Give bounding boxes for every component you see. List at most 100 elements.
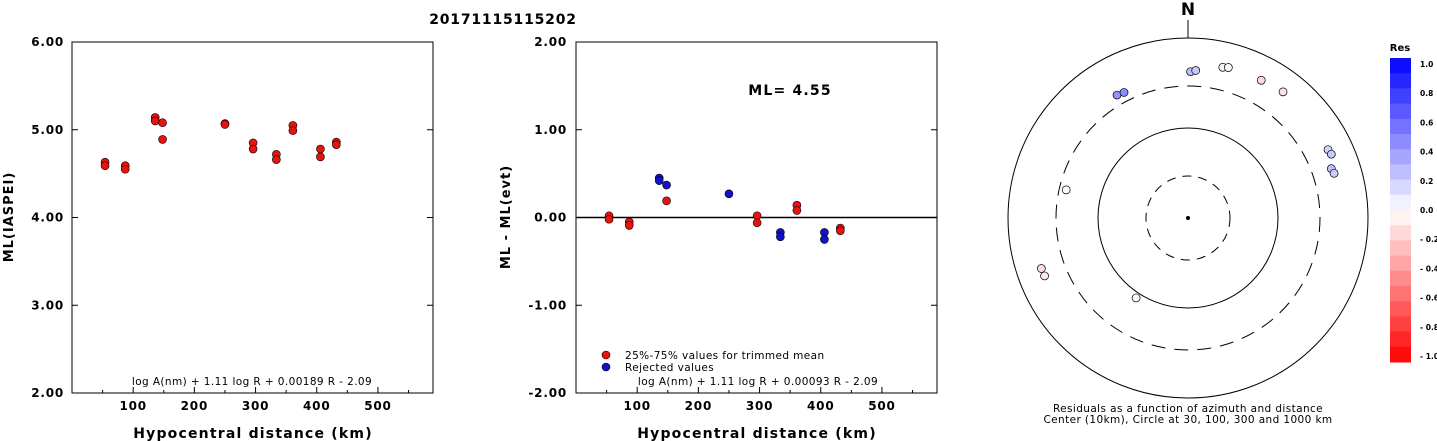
center-point — [1186, 216, 1190, 220]
colorbar-swatch — [1390, 225, 1411, 241]
colorbar-swatch — [1390, 103, 1411, 120]
axes: 100 200 300 400 500 -2.00 -1.00 0.00 1.00 2.00 — [528, 35, 937, 413]
x-tick-label: 100 — [623, 399, 650, 413]
colorbar-swatch — [1390, 73, 1411, 89]
plot-frame — [71, 41, 434, 394]
legend-marker-rejected — [601, 362, 611, 372]
colorbar-label: 0.2 — [1420, 177, 1433, 186]
y-axis-label: ML - ML(evt) — [499, 165, 514, 269]
station-point — [1061, 185, 1071, 195]
colorbar-labels: 1.0 0.8 0.6 0.4 0.2 0.0 - 0.2 - 0.4 - 0.6 - 0.8 - … — [1420, 60, 1437, 361]
data-point — [220, 120, 230, 129]
caption-line-2: Center (10km), Circle at 30, 100, 300 an… — [1043, 414, 1332, 426]
y-tick-label: 2.00 — [534, 35, 567, 49]
station-point — [1040, 271, 1049, 281]
data-point — [288, 126, 298, 135]
colorbar-swatch — [1390, 164, 1411, 181]
data-point — [272, 155, 281, 164]
colorbar-swatch — [1390, 346, 1411, 363]
ring-30km — [1145, 175, 1231, 261]
data-point — [150, 116, 160, 126]
figure-title: 20171115115202 — [429, 12, 577, 28]
y-axis-label: ML(IASPEI) — [2, 172, 17, 263]
colorbar-swatch — [1390, 134, 1411, 150]
colorbar-swatch — [1390, 240, 1411, 257]
colorbar-swatch — [1390, 286, 1411, 302]
data-point — [654, 176, 664, 185]
x-tick-label: 400 — [807, 399, 834, 413]
colorbar-label: - 0.8 — [1420, 323, 1437, 332]
y-tick-label: 2.00 — [31, 386, 64, 400]
colorbar-label: - 1.0 — [1420, 352, 1437, 361]
x-axis-label: Hypocentral distance (km) — [133, 426, 373, 441]
data-point — [120, 164, 130, 174]
colorbar-label: - 0.2 — [1420, 235, 1437, 244]
y-tick-label: 5.00 — [31, 123, 64, 137]
y-tick-label: 4.00 — [31, 211, 64, 225]
station-point — [1191, 66, 1201, 75]
data-point — [776, 232, 785, 242]
station-point — [1119, 88, 1129, 97]
azimuth-residual-panel: N Residuals as a function of azimuth and… — [1007, 0, 1369, 426]
x-tick-label: 100 — [119, 399, 146, 413]
colorbar-swatch — [1390, 210, 1411, 226]
data-point — [624, 221, 634, 230]
colorbar-swatches — [1390, 58, 1411, 363]
y-tick-label: -1.00 — [528, 298, 567, 312]
data-point — [158, 118, 167, 128]
x-tick-label: 200 — [181, 399, 208, 413]
station-point — [1223, 63, 1233, 72]
colorbar-label: 0.0 — [1420, 206, 1433, 215]
magnitude-distance-panel: 100 200 300 400 500 2.00 3.00 4.00 5.00 6.00 Hypo… — [2, 35, 434, 441]
colorbar-swatch — [1390, 149, 1411, 165]
x-tick-label: 300 — [242, 399, 269, 413]
station-point — [1256, 75, 1266, 85]
colorbar-swatch — [1390, 179, 1411, 196]
colorbar-title: Res — [1390, 43, 1410, 54]
colorbar-label: - 0.4 — [1420, 264, 1437, 273]
formula-text: log A(nm) + 1.11 log R + 0.00093 R - 2.0… — [638, 376, 878, 388]
colorbar-label: 0.6 — [1420, 118, 1433, 127]
colorbar-label: 0.4 — [1420, 148, 1433, 157]
x-tick-label: 400 — [303, 399, 330, 413]
ml-annotation: ML= 4.55 — [748, 83, 832, 99]
station-point — [1326, 149, 1336, 159]
x-tick-label: 500 — [868, 399, 895, 413]
ring-300km — [1055, 85, 1321, 351]
colorbar-swatch — [1390, 301, 1411, 317]
residual-distance-panel: 100 200 300 400 500 -2.00 -1.00 0.00 1.00 2.00 Hy… — [499, 35, 938, 441]
colorbar-label: 1.0 — [1420, 60, 1433, 69]
station-points — [1037, 62, 1339, 303]
formula-text: log A(nm) + 1.11 log R + 0.00189 R - 2.0… — [132, 376, 372, 388]
station-point — [1131, 293, 1141, 303]
colorbar-swatch — [1390, 194, 1411, 211]
axes: 100 200 300 400 500 2.00 3.00 4.00 5.00 6.00 — [31, 35, 433, 413]
colorbar-swatch — [1390, 58, 1411, 74]
ring-100km — [1097, 127, 1279, 309]
data-point — [332, 140, 341, 149]
data-points — [604, 173, 845, 244]
data-point — [248, 144, 258, 154]
y-tick-label: 6.00 — [31, 35, 64, 49]
legend-label-rejected: Rejected values — [625, 362, 714, 374]
y-tick-label: -2.00 — [528, 386, 567, 400]
y-tick-label: 3.00 — [31, 298, 64, 312]
data-point — [316, 152, 325, 162]
legend-label-trimmed: 25%-75% values for trimmed mean — [625, 350, 825, 362]
x-tick-label: 200 — [685, 399, 712, 413]
data-point — [662, 180, 671, 190]
station-point — [1329, 168, 1339, 178]
data-point — [100, 161, 110, 171]
x-axis-label: Hypocentral distance (km) — [637, 426, 877, 441]
data-point — [792, 206, 802, 215]
data-point — [724, 189, 734, 199]
data-point — [316, 144, 325, 154]
colorbar-swatch — [1390, 270, 1411, 287]
caption-line-1: Residuals as a function of azimuth and d… — [1053, 403, 1323, 415]
x-tick-label: 300 — [746, 399, 773, 413]
colorbar-label: 0.8 — [1420, 89, 1433, 98]
legend-marker-trimmed — [601, 350, 611, 360]
data-point — [836, 226, 845, 235]
data-point — [820, 235, 829, 244]
